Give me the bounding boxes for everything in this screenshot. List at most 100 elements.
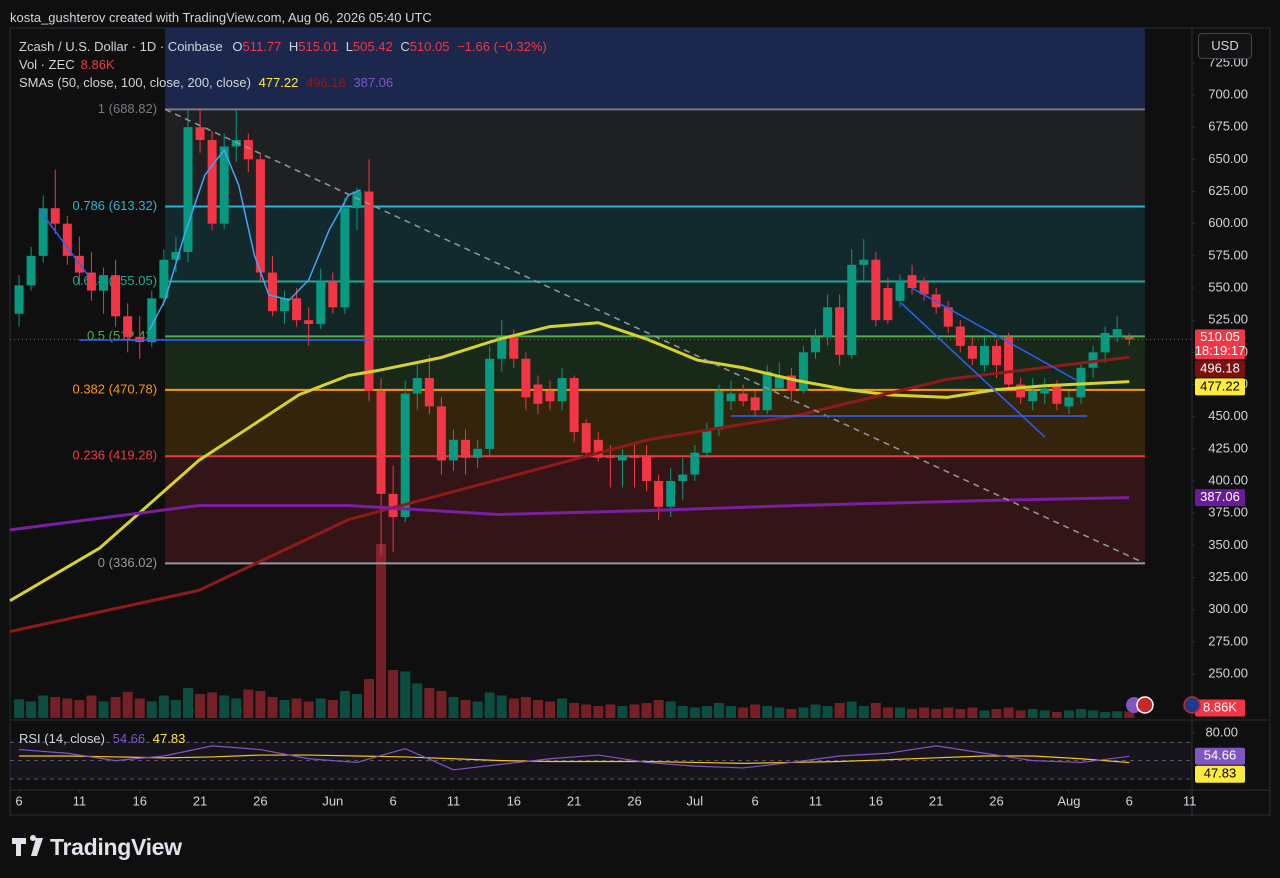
candle-body	[919, 281, 929, 295]
x-tick-label: 11	[1183, 793, 1197, 808]
x-tick-label: 21	[567, 793, 581, 808]
volume-bar	[134, 698, 145, 718]
fib-zone	[165, 281, 1145, 337]
candle-body	[400, 393, 410, 518]
candle-body	[714, 390, 724, 430]
volume-bar	[267, 697, 278, 718]
volume-bar	[713, 703, 724, 718]
volume-bar	[1075, 709, 1086, 718]
x-tick-label: 11	[809, 793, 823, 808]
volume-bar	[231, 698, 242, 718]
fib-label: 0.236 (419.28)	[72, 448, 157, 463]
candle-body	[448, 439, 458, 461]
currency-button[interactable]: USD	[1198, 33, 1252, 59]
volume-bar	[364, 679, 375, 718]
price-tag	[1195, 699, 1245, 717]
volume-bar	[786, 709, 797, 718]
volume-bar	[641, 703, 652, 718]
candle-body	[328, 281, 338, 308]
candle-body	[207, 140, 217, 224]
volume-bar	[339, 691, 350, 718]
volume-bar	[967, 707, 978, 718]
volume-bar	[557, 698, 568, 718]
candle-body	[726, 393, 736, 402]
candle-body	[231, 140, 241, 147]
rsi-line	[19, 745, 1130, 771]
volume-bar	[894, 707, 905, 718]
volume-bar	[726, 706, 737, 718]
candle-body	[1064, 397, 1074, 407]
sma-line	[9, 321, 1130, 602]
candle-body	[111, 275, 121, 317]
x-tick-label: Jul	[687, 793, 704, 808]
candle-body	[847, 264, 857, 355]
price-tag	[1195, 765, 1245, 783]
volume-bar	[943, 707, 954, 718]
trend-line	[900, 302, 1046, 438]
fib-label: 0 (336.02)	[98, 555, 157, 570]
event-icon[interactable]	[1183, 696, 1201, 714]
volume-bar	[122, 691, 133, 718]
volume-bar	[1003, 707, 1014, 718]
volume-bar	[532, 700, 543, 718]
candle-body	[280, 298, 290, 312]
candle-body	[617, 455, 627, 461]
candle-body	[1124, 337, 1134, 340]
volume-bar	[1015, 710, 1026, 718]
volume-bar	[1124, 711, 1135, 718]
candle-body	[750, 397, 760, 411]
candle-body	[86, 272, 96, 291]
volume-bar	[508, 698, 519, 718]
volume-bar	[448, 697, 459, 718]
y-tick-label: 450.00	[1208, 408, 1248, 423]
candle-body	[50, 208, 60, 224]
candle-body	[1052, 384, 1062, 404]
price-tag-label: 496.18	[1200, 360, 1240, 375]
price-tag	[1195, 378, 1245, 396]
candle-body	[738, 393, 748, 402]
x-tick-label: 16	[132, 793, 146, 808]
candle-body	[304, 320, 314, 325]
y-tick-label: 250.00	[1208, 665, 1248, 680]
candle-body	[352, 191, 362, 209]
volume-label: Vol · ZEC	[19, 57, 75, 72]
volume-bar	[653, 700, 664, 718]
volume-bar	[545, 701, 556, 718]
fib-layer	[165, 28, 1145, 564]
ohlc-label: O	[232, 39, 243, 54]
volume-bar	[846, 701, 857, 718]
y-tick-label: 575.00	[1208, 247, 1248, 262]
volume-bar	[460, 700, 471, 718]
volume-bar	[955, 709, 966, 718]
y-tick-label: 400.00	[1208, 472, 1248, 487]
volume-bar	[798, 707, 809, 718]
volume-bar	[376, 544, 387, 718]
volume-bar	[243, 689, 254, 718]
y-tick-label: 600.00	[1208, 215, 1248, 230]
candle-body	[159, 259, 169, 299]
candle-body	[654, 480, 664, 507]
trend-line	[38, 209, 89, 276]
candle-body	[871, 259, 881, 321]
ohlc-label: L	[345, 39, 353, 54]
candle-body	[823, 307, 833, 337]
candle-body	[376, 390, 386, 494]
volume-bar	[110, 697, 121, 718]
volume-bar	[858, 706, 869, 718]
ohlc-value: 511.77	[242, 39, 282, 54]
candle-body	[967, 345, 977, 359]
volume-bar	[219, 695, 230, 718]
sma-value: 496.18	[305, 75, 346, 90]
candle-body	[62, 223, 72, 256]
volume-bar	[400, 671, 411, 718]
candle-body	[267, 272, 277, 312]
volume-bar	[291, 698, 302, 718]
candle-body	[1100, 333, 1110, 353]
price-tag-label: 477.22	[1200, 378, 1240, 393]
price-tag	[1195, 329, 1245, 360]
x-tick-label: 21	[193, 793, 207, 808]
volume-bar	[1112, 711, 1123, 718]
ohlc-value: 510.05	[409, 39, 450, 54]
event-icon[interactable]	[1136, 696, 1154, 714]
candle-body	[243, 140, 253, 160]
